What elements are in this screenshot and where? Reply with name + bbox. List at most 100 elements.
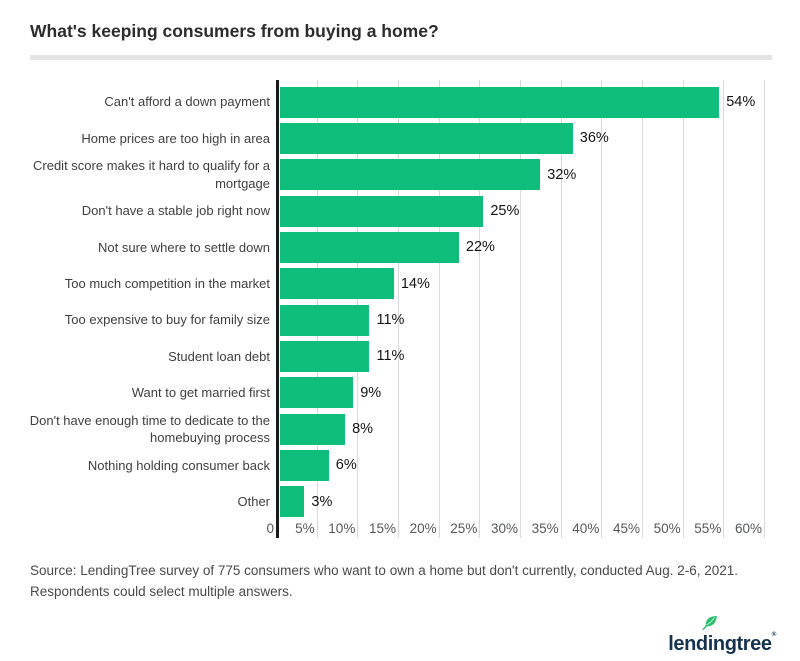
bar-row: 14% <box>280 266 769 302</box>
gridline <box>560 80 562 538</box>
y-axis-line <box>276 80 279 538</box>
category-label-row: Don't have a stable job right now <box>8 193 270 229</box>
category-label-row: Too expensive to buy for family size <box>8 302 270 338</box>
bar-row: 6% <box>280 447 769 483</box>
bar-row: 11% <box>280 338 769 374</box>
bar-value-label: 32% <box>547 166 577 183</box>
category-label: Home prices are too high in area <box>81 130 270 146</box>
category-label: Don't have a stable job right now <box>81 203 270 219</box>
bar-value-label: 8% <box>352 421 374 438</box>
category-label: Want to get married first <box>131 385 270 401</box>
bar <box>280 195 484 227</box>
category-label: Too expensive to buy for family size <box>64 312 270 328</box>
category-label-row: Credit score makes it hard to qualify fo… <box>8 157 270 193</box>
bar-row: 3% <box>280 484 769 520</box>
leaf-icon <box>702 615 718 631</box>
bar <box>280 159 541 191</box>
bar <box>280 377 354 409</box>
gridline <box>601 80 603 538</box>
plot-area: 54% 36% 32% 25% 22% 14% 11% 11% 9% 8% 6% 3% <box>276 80 769 538</box>
source-note: Source: LendingTree survey of 775 consum… <box>30 563 738 599</box>
bar <box>280 231 459 263</box>
gridline <box>682 80 684 538</box>
gridline <box>764 80 765 538</box>
bar <box>280 486 305 518</box>
category-label-row: Can't afford a down payment <box>8 84 270 120</box>
x-axis-tick-label: 10% <box>328 521 356 536</box>
bar-value-label: 9% <box>360 384 382 401</box>
bar-row: 22% <box>280 229 769 265</box>
bar-value-label: 36% <box>579 130 609 147</box>
logo-text-ngtree: ngtree <box>712 633 772 655</box>
bar-row: 11% <box>280 302 769 338</box>
bar <box>280 122 573 154</box>
bar-row: 54% <box>280 84 769 120</box>
bar-value-label: 3% <box>311 493 333 510</box>
bar <box>280 304 370 336</box>
x-axis-tick-label: 55% <box>694 521 722 536</box>
category-label: Student loan debt <box>168 348 270 364</box>
x-axis: 0 5% 10% 15% 20% 25% 30% 35% 40% 45% 50% 55% 60% <box>0 521 800 541</box>
x-axis-tick-label: 45% <box>612 521 640 536</box>
x-axis-tick-label: 50% <box>653 521 681 536</box>
logo-text: lendingtree® <box>668 631 777 655</box>
bar-value-label: 11% <box>376 312 405 329</box>
gridline <box>642 80 643 538</box>
bar-value-label: 11% <box>376 348 405 365</box>
bar <box>280 86 720 118</box>
bar-row: 25% <box>280 193 769 229</box>
logo-text-i: i <box>707 633 714 655</box>
category-label-row: Home prices are too high in area <box>8 120 270 156</box>
title-divider <box>30 55 772 60</box>
bar-row: 36% <box>280 120 769 156</box>
category-label: Not sure where to settle down <box>98 239 270 255</box>
category-labels: Can't afford a down payment Home prices a… <box>8 84 270 520</box>
registered-mark: ® <box>771 631 777 638</box>
category-label-row: Want to get married first <box>8 375 270 411</box>
bar-value-label: 6% <box>335 457 357 474</box>
gridline <box>398 80 399 538</box>
bar <box>280 268 394 300</box>
category-label: Can't afford a down payment <box>104 94 270 110</box>
bar <box>280 449 329 481</box>
lendingtree-logo-inner: lendingtree® <box>668 615 777 659</box>
category-label-row: Student loan debt <box>8 338 270 374</box>
bar-value-label: 54% <box>726 94 756 111</box>
bar <box>280 340 370 372</box>
category-label-row: Other <box>8 484 270 520</box>
x-axis-tick-label: 0 <box>266 521 274 536</box>
page-title: What's keeping consumers from buying a h… <box>30 21 439 41</box>
category-label: Credit score makes it hard to qualify fo… <box>33 158 270 191</box>
gridline <box>438 80 440 538</box>
x-axis-tick-label: 40% <box>572 521 600 536</box>
gridline <box>479 80 481 538</box>
category-label: Other <box>237 494 270 510</box>
bar <box>280 413 346 445</box>
x-axis-tick-label: 30% <box>490 521 518 536</box>
gridline <box>520 80 521 538</box>
x-axis-tick-label: 15% <box>368 521 396 536</box>
gridline <box>723 80 725 538</box>
bar-value-label: 25% <box>490 203 520 220</box>
category-label-row: Nothing holding consumer back <box>8 447 270 483</box>
x-axis-tick-label: 35% <box>531 521 559 536</box>
bar-row: 9% <box>280 375 769 411</box>
category-label-row: Too much competition in the market <box>8 266 270 302</box>
bar-row: 32% <box>280 157 769 193</box>
logo-text-lend: lend <box>668 633 708 655</box>
bars: 54% 36% 32% 25% 22% 14% 11% 11% 9% 8% 6% 3% <box>280 84 769 520</box>
x-axis-tick-label: 5% <box>295 521 315 536</box>
bar-value-label: 22% <box>465 239 495 256</box>
bar-row: 8% <box>280 411 769 447</box>
x-axis-tick-label: 25% <box>450 521 478 536</box>
category-label: Nothing holding consumer back <box>87 457 270 473</box>
bar-value-label: 14% <box>400 275 430 292</box>
category-label: Too much competition in the market <box>64 276 270 292</box>
x-axis-tick-label: 60% <box>734 521 762 536</box>
category-label-row: Don't have enough time to dedicate to th… <box>8 411 270 447</box>
category-label: Don't have enough time to dedicate to th… <box>29 412 270 446</box>
category-label-row: Not sure where to settle down <box>8 229 270 265</box>
x-axis-tick-label: 20% <box>409 521 437 536</box>
lendingtree-logo: lendingtree® <box>668 615 776 655</box>
